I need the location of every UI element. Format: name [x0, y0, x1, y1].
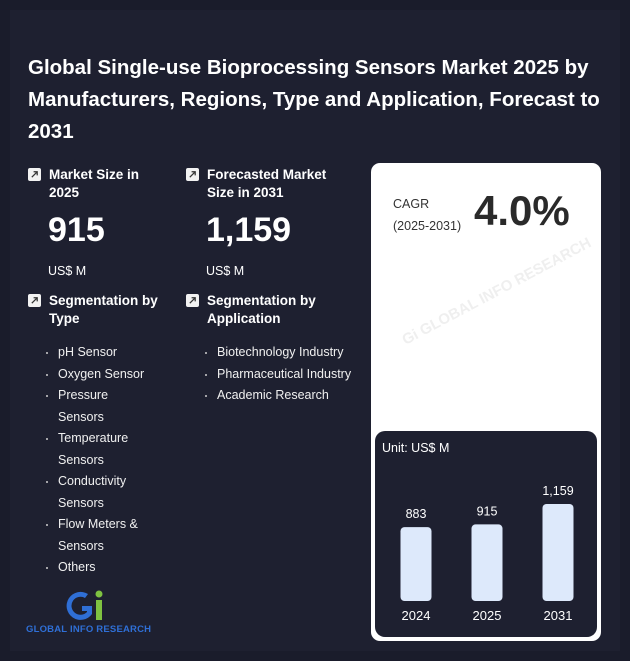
list-item: Others	[46, 557, 146, 579]
forecast-label: Forecasted Market Size in 2031	[207, 167, 327, 200]
list-item: pH Sensor	[46, 342, 146, 364]
list-item: Biotechnology Industry	[205, 342, 365, 364]
bar-chart: 883 2024 915 2025 1,159 2031	[400, 484, 574, 623]
list-item: Pressure Sensors	[46, 385, 146, 428]
page-title: Global Single-use Bioprocessing Sensors …	[28, 56, 600, 143]
segmentation-type-label: Segmentation by Type	[49, 293, 158, 326]
market-size-value: 915	[48, 211, 105, 249]
category-label: 2024	[402, 608, 431, 623]
application-list: Biotechnology Industry Pharmaceutical In…	[205, 342, 365, 407]
list-item: Flow Meters & Sensors	[46, 514, 146, 557]
market-size-block: Market Size in 2025 915 US$ M	[28, 166, 178, 278]
segmentation-type-block: Segmentation by Type pH Sensor Oxygen Se…	[28, 292, 178, 579]
segmentation-application-block: Segmentation by Application Biotechnolog…	[186, 292, 366, 407]
watermark-logo: Gi GLOBAL INFO RESEARCH	[399, 234, 595, 349]
cagr-card: Gi GLOBAL INFO RESEARCH CAGR (2025-2031)…	[371, 163, 601, 641]
logo-text: GLOBAL INFO RESEARCH	[26, 624, 152, 635]
trend-arrow-icon	[28, 294, 41, 307]
bar-2025	[471, 524, 503, 601]
market-size-label: Market Size in 2025	[49, 167, 140, 200]
cagr-value: 4.0%	[474, 187, 570, 234]
trend-arrow-icon	[186, 168, 199, 181]
company-logo: GLOBAL INFO RESEARCH	[26, 588, 166, 640]
forecast-value: 1,159	[206, 211, 292, 249]
cagr-label: CAGR (2025-2031)	[393, 197, 462, 233]
segmentation-application-label: Segmentation by Application	[207, 293, 316, 326]
category-label: 2025	[473, 608, 502, 623]
bar-value-label: 1,159	[542, 484, 573, 498]
bar-chart-panel: Unit: US$ M 883 2024 915 2025 1,159 2031	[375, 431, 597, 637]
chart-unit-label: Unit: US$ M	[382, 441, 450, 455]
list-item: Conductivity Sensors	[46, 471, 146, 514]
market-size-unit: US$ M	[48, 264, 87, 278]
list-item: Academic Research	[205, 385, 365, 407]
bar-value-label: 915	[477, 504, 498, 518]
forecast-unit: US$ M	[206, 264, 245, 278]
trend-arrow-icon	[28, 168, 41, 181]
list-item: Temperature Sensors	[46, 428, 146, 471]
logo-mark-icon	[66, 590, 103, 620]
list-item: Pharmaceutical Industry	[205, 364, 365, 386]
type-list: pH Sensor Oxygen Sensor Pressure Sensors…	[46, 342, 146, 579]
category-label: 2031	[544, 608, 573, 623]
forecast-block: Forecasted Market Size in 2031 1,159 US$…	[186, 166, 356, 278]
bar-2024	[400, 527, 432, 601]
trend-arrow-icon	[186, 294, 199, 307]
bar-value-label: 883	[406, 507, 427, 521]
bar-2031	[542, 504, 574, 601]
list-item: Oxygen Sensor	[46, 364, 146, 386]
